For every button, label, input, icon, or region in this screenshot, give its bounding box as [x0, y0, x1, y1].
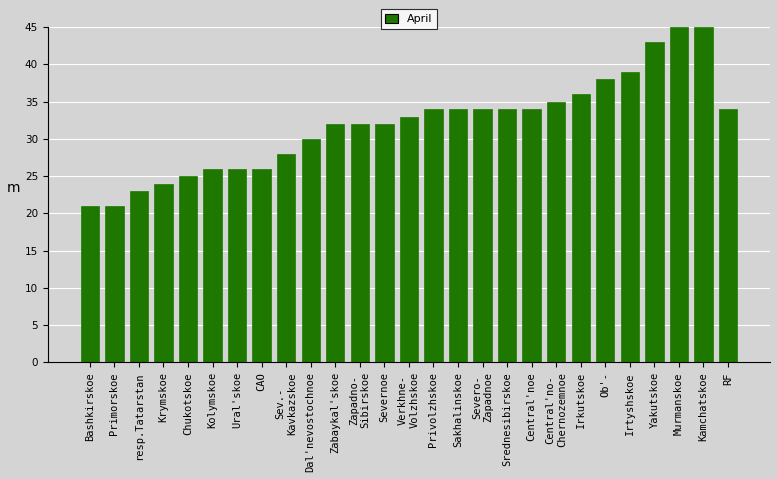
Bar: [277, 154, 295, 362]
Bar: [130, 191, 148, 362]
Legend: April: April: [381, 9, 437, 29]
Bar: [375, 124, 394, 362]
Bar: [596, 80, 615, 362]
Bar: [547, 102, 566, 362]
Bar: [326, 124, 344, 362]
Bar: [621, 72, 639, 362]
Bar: [424, 109, 443, 362]
Bar: [645, 42, 664, 362]
Bar: [350, 124, 369, 362]
Bar: [253, 169, 271, 362]
Bar: [719, 109, 737, 362]
Bar: [301, 139, 320, 362]
Bar: [572, 94, 590, 362]
Bar: [155, 183, 172, 362]
Bar: [449, 109, 467, 362]
Bar: [105, 206, 124, 362]
Bar: [81, 206, 99, 362]
Bar: [179, 176, 197, 362]
Bar: [204, 169, 221, 362]
Y-axis label: m: m: [7, 181, 20, 195]
Bar: [522, 109, 541, 362]
Bar: [498, 109, 516, 362]
Bar: [228, 169, 246, 362]
Bar: [399, 116, 418, 362]
Bar: [670, 27, 688, 362]
Bar: [695, 27, 713, 362]
Bar: [473, 109, 492, 362]
